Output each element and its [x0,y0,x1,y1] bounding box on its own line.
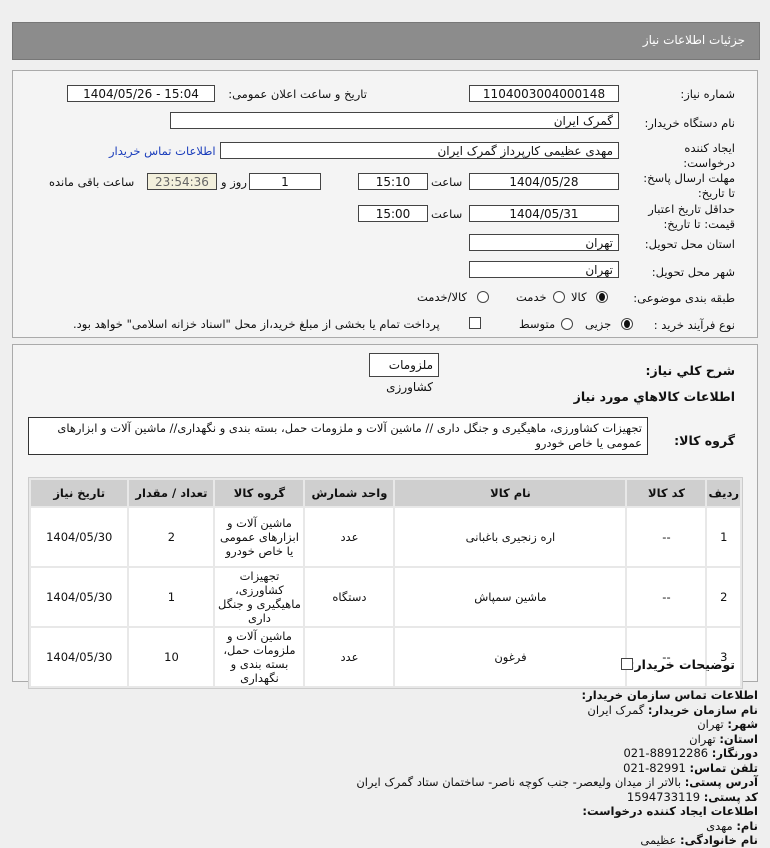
col-date: تاریخ نیاز [31,480,128,506]
page-title: جزئیات اطلاعات نیاز [642,33,745,47]
cell-unit: دستگاه [305,568,394,626]
cell-group: ماشین آلات و ابزارهای عمومی یا خاص خودرو [215,508,304,566]
summary-label: شرح کلي نياز: [645,363,735,378]
cell-row: 1 [707,508,740,566]
need-info-panel: شماره نیاز: 1104003004000148 تاریخ و ساع… [12,70,758,338]
need-number-field: 1104003004000148 [469,85,619,102]
cell-group: ماشین آلات و ملزومات حمل، بسته بندی و نگ… [215,628,304,686]
creator-info-title: اطلاعات ایجاد کننده درخواست: [582,804,758,818]
col-group: گروه کالا [215,480,304,506]
creator-first-name: نام: مهدی [706,818,758,833]
creator-label: ایجاد کننده درخواست: [683,141,735,170]
remaining-label: ساعت باقی مانده [49,175,135,189]
creator-last-name: نام خانوادگی: عظیمی [640,833,758,847]
goods-table: ردیف کد کالا نام کالا واحد شمارش گروه کا… [29,478,742,688]
goods-section-title: اطلاعات کالاهاي مورد نياز [573,389,735,404]
remaining-time-field: 23:54:36 [147,173,217,190]
cell-date: 1404/05/30 [31,508,128,566]
validity-time-field: 15:00 [358,205,428,222]
cell-qty: 10 [129,628,214,686]
process-label: نوع فرآیند خرید : [653,318,735,332]
cell-unit: عدد [305,628,394,686]
table-row: 1 -- اره زنجیری باغبانی عدد ماشین آلات و ابز… [31,508,740,566]
cell-date: 1404/05/30 [31,628,128,686]
days-label: روز و [221,175,247,189]
buyer-contact-link[interactable]: اطلاعات تماس خریدار [109,144,216,158]
cell-group: تجهیزات کشاورزی، ماهیگیری و جنگل داری [215,568,304,626]
buyer-notes-label: توضیحات خریدار: [629,657,735,672]
validity-time-label: ساعت [431,207,463,221]
deadline-label: مهلت ارسال پاسخ: تا تاریخ: [643,171,735,200]
announce-label: تاریخ و ساعت اعلان عمومی: [228,87,367,101]
col-unit: واحد شمارش [305,480,394,506]
col-name: نام کالا [395,480,626,506]
col-code: کد کالا [627,480,706,506]
deadline-time-field: 15:10 [358,173,428,190]
cell-name: اره زنجیری باغبانی [395,508,626,566]
cell-name: ماشین سمپاش [395,568,626,626]
goods-group-label: گروه کالا: [674,433,735,448]
buyer-contact-info: اطلاعات تماس سازمان خریدار: نام سازمان خ… [58,688,758,848]
cell-name: فرغون [395,628,626,686]
goods-group-field: تجهیزات کشاورزی، ماهیگیری و جنگل داری //… [28,417,648,455]
treasury-payment-note: پرداخت تمام یا بخشی از مبلغ خرید،از محل … [73,317,440,331]
category-label: طبقه بندی موضوعی: [633,291,735,305]
province-label: استان محل تحویل: [644,237,735,251]
page-header: جزئیات اطلاعات نیاز [12,22,760,60]
contact-org: نام سازمان خریدار: گمرک ایران [587,702,758,717]
category-option-both: کالا/خدمت [417,290,468,304]
treasury-payment-checkbox[interactable] [469,317,481,329]
contact-fax: دورنگار: 88912286-021 [623,746,758,760]
contact-city: شهر: تهران [697,717,758,731]
table-row: 3 -- فرغون عدد ماشین آلات و ملزومات حمل، بست… [31,628,740,686]
province-field: تهران [469,234,619,251]
need-number-label: شماره نیاز: [680,87,735,101]
col-qty: تعداد / مقدار [129,480,214,506]
cell-unit: عدد [305,508,394,566]
creator-field: مهدی عظیمی کارپرداز گمرک ایران [220,142,619,159]
contact-postal-code: کد پستی: 1594733119 [626,789,758,804]
cell-row: 2 [707,568,740,626]
process-option-minor: جزیی [585,317,612,331]
goods-table-wrapper: ردیف کد کالا نام کالا واحد شمارش گروه کا… [28,477,743,689]
contact-title: اطلاعات تماس سازمان خریدار: [581,688,758,702]
cell-date: 1404/05/30 [31,568,128,626]
contact-address: آدرس پستی: بالاتر از میدان ولیعصر- جنب ک… [356,775,758,789]
deadline-date-field: 1404/05/28 [469,173,619,190]
cell-code: -- [627,628,706,686]
contact-phone: تلفن تماس: 82991-021 [623,760,758,775]
days-field: 1 [249,173,321,190]
buyer-org-label: نام دستگاه خریدار: [644,116,735,130]
category-option-service: خدمت [516,290,547,304]
city-label: شهر محل تحویل: [651,265,735,279]
category-radio-both[interactable] [477,291,489,303]
buyer-org-field: گمرک ایران [170,112,619,129]
category-option-goods: کالا [571,290,587,304]
contact-province: استان: تهران [689,731,758,746]
process-radio-minor[interactable] [621,318,633,330]
summary-field: ملزومات کشاورزی [369,353,439,394]
table-row: 2 -- ماشین سمپاش دستگاه تجهیزات کشاورزی، ماه… [31,568,740,626]
deadline-time-label: ساعت [431,175,463,189]
category-radio-service[interactable] [553,291,565,303]
category-radio-goods[interactable] [596,291,608,303]
cell-code: -- [627,568,706,626]
city-field: تهران [469,261,619,278]
validity-label: حداقل تاریخ اعتبار قیمت: تا تاریخ: [648,202,735,231]
cell-qty: 1 [129,568,214,626]
process-option-medium: متوسط [519,317,556,331]
col-row: ردیف [707,480,740,506]
process-radio-medium[interactable] [561,318,573,330]
announce-field: 1404/05/26 - 15:04 [67,85,215,102]
cell-code: -- [627,508,706,566]
goods-panel: شرح کلي نياز: ملزومات کشاورزی اطلاعات کا… [12,344,758,689]
buyer-notes-checkbox[interactable] [621,658,633,670]
validity-date-field: 1404/05/31 [469,205,619,222]
cell-row: 3 [707,628,740,686]
cell-qty: 2 [129,508,214,566]
